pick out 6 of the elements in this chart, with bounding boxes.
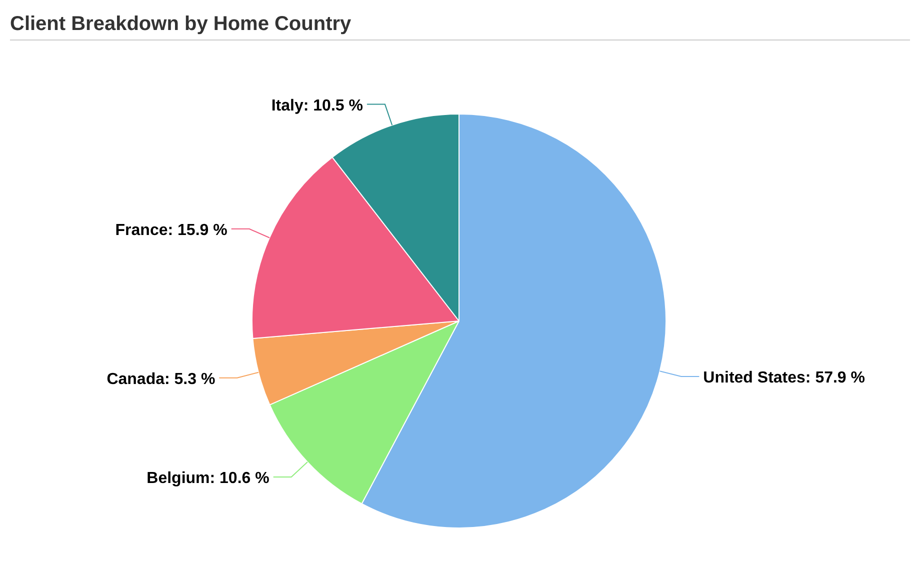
slice-label: France: 15.9 % [115,222,228,239]
slice-label: Italy: 10.5 % [271,97,363,114]
slice-label: United States: 57.9 % [703,369,866,386]
chart-title: Client Breakdown by Home Country [10,13,352,35]
slice-label: Canada: 5.3 % [106,370,216,388]
slice-label: Belgium: 10.6 % [146,470,270,487]
